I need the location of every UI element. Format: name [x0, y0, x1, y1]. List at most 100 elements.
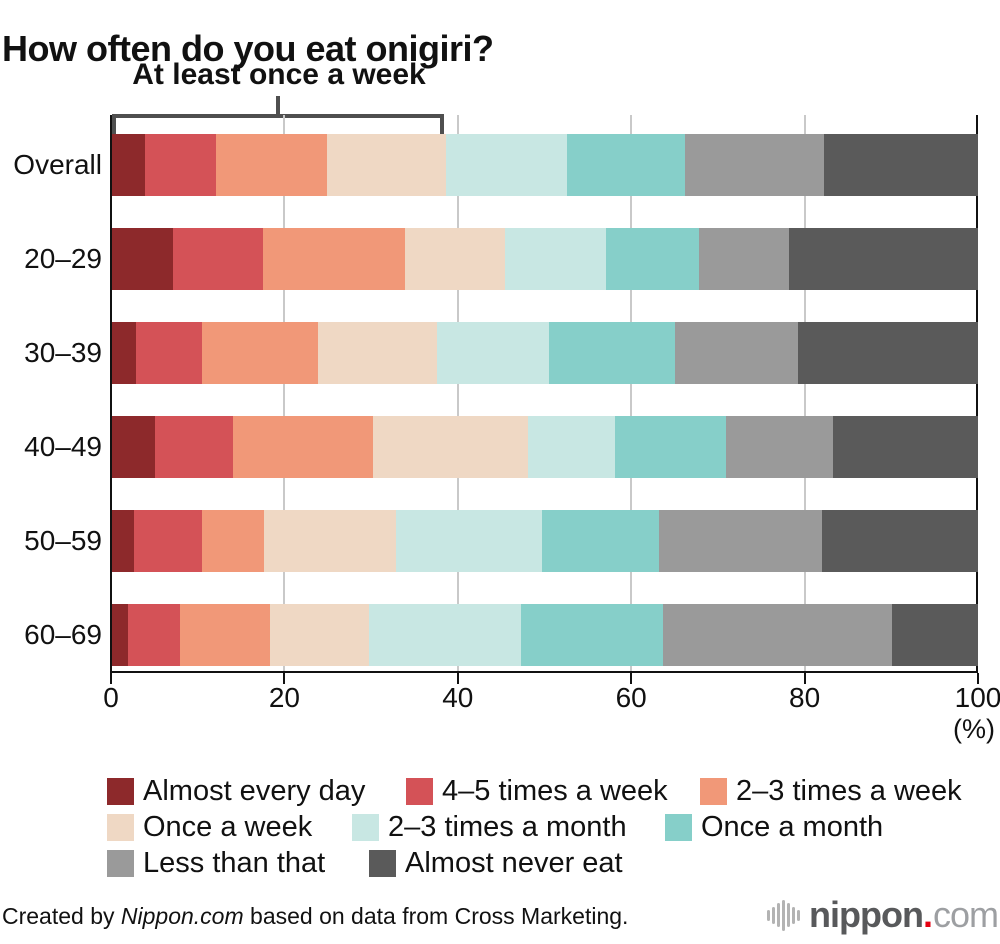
bar-segment — [369, 604, 521, 666]
bar-segment — [674, 322, 798, 384]
bar-segment — [822, 510, 978, 572]
bar-segment — [180, 604, 270, 666]
logo-wordmark: nippon.com — [809, 894, 999, 935]
x-tick-label-0: 0 — [103, 682, 119, 713]
legend-swatch — [665, 814, 692, 841]
category-label-Overall: Overall — [13, 149, 102, 180]
bar-row-20–29 — [112, 228, 978, 290]
category-label-60–69: 60–69 — [24, 619, 102, 650]
legend-item: Once a week — [107, 811, 312, 844]
gridline-80 — [803, 115, 806, 671]
bar-row-60–69 — [112, 604, 978, 666]
legend-item: 2–3 times a week — [700, 775, 962, 808]
bar-segment — [269, 604, 370, 666]
legend-item: Almost never eat — [369, 847, 623, 880]
bracket-right-end — [440, 114, 444, 135]
legend-item: Less than that — [107, 847, 325, 880]
y-axis-line — [110, 115, 112, 673]
bar-segment — [263, 510, 397, 572]
bar-segment — [549, 322, 675, 384]
bar-segment — [542, 510, 660, 572]
bar-segment — [833, 416, 978, 478]
legend-item: 4–5 times a week — [406, 775, 668, 808]
page-title: How often do you eat onigiri? — [2, 28, 494, 70]
bar-segment — [155, 416, 234, 478]
credit-suffix: based on data from Cross Marketing. — [243, 903, 629, 929]
gridline-20 — [283, 115, 286, 671]
legend-swatch — [369, 850, 396, 877]
bar-segment — [520, 604, 663, 666]
legend-swatch — [352, 814, 379, 841]
bar-segment — [685, 134, 824, 196]
bar-segment — [605, 228, 700, 290]
bar-segment — [326, 134, 447, 196]
category-label-40–49: 40–49 — [24, 431, 102, 462]
bar-segment — [112, 322, 137, 384]
legend-swatch — [107, 814, 134, 841]
x-tick-100 — [977, 673, 979, 684]
legend-item: Almost every day — [107, 775, 365, 808]
bar-segment — [372, 416, 528, 478]
bar-segment — [823, 134, 978, 196]
credit-source: Nippon.com — [120, 903, 244, 929]
x-axis-line — [110, 671, 978, 673]
bar-segment — [215, 134, 327, 196]
legend-swatch — [107, 778, 134, 805]
x-tick-label-40: 40 — [442, 682, 474, 713]
x-tick-label-20: 20 — [268, 682, 300, 713]
x-tick-40 — [456, 673, 459, 684]
bar-segment — [133, 510, 203, 572]
bar-segment — [505, 228, 606, 290]
x-tick-label-100: 100 — [954, 682, 1000, 713]
bar-segment — [446, 134, 568, 196]
legend-swatch — [700, 778, 727, 805]
bar-segment — [112, 134, 145, 196]
bar-segment — [144, 134, 216, 196]
legend-swatch — [406, 778, 433, 805]
category-label-20–29: 20–29 — [24, 243, 102, 274]
bar-row-Overall — [112, 134, 978, 196]
bar-segment — [112, 510, 134, 572]
category-label-30–39: 30–39 — [24, 337, 102, 368]
x-tick-label-80: 80 — [789, 682, 821, 713]
bar-segment — [262, 228, 405, 290]
bar-row-50–59 — [112, 510, 978, 572]
bar-segment — [233, 416, 373, 478]
legend-item: Once a month — [665, 811, 883, 844]
legend-label: Once a month — [701, 811, 884, 843]
gridline-60 — [630, 115, 633, 671]
bar-segment — [318, 322, 437, 384]
bar-segment — [789, 228, 978, 290]
legend-label: Almost never eat — [405, 847, 623, 879]
x-tick-label-60: 60 — [615, 682, 647, 713]
bar-segment — [202, 510, 264, 572]
legend-label: Almost every day — [143, 775, 366, 807]
x-axis-unit-label: (%) — [953, 714, 995, 744]
bracket-line — [112, 114, 444, 118]
bar-segment — [725, 416, 834, 478]
bar-segment — [892, 604, 978, 666]
bar-segment — [615, 416, 726, 478]
bar-segment — [527, 416, 616, 478]
bar-segment — [699, 228, 790, 290]
x-tick-80 — [803, 673, 806, 684]
legend-swatch — [107, 850, 134, 877]
credit-text: Created by Nippon.com based on data from… — [2, 903, 628, 930]
bar-segment — [659, 510, 823, 572]
bar-segment — [202, 322, 319, 384]
bar-segment — [396, 510, 543, 572]
legend-item: 2–3 times a month — [352, 811, 627, 844]
bar-segment — [112, 604, 129, 666]
x-tick-0 — [110, 673, 112, 684]
bracket-stem — [276, 96, 280, 115]
legend-label: 2–3 times a week — [736, 775, 962, 807]
bar-segment — [136, 322, 203, 384]
legend-label: Once a week — [143, 811, 313, 843]
bar-segment — [112, 228, 174, 290]
legend-label: 4–5 times a week — [442, 775, 668, 807]
bar-segment — [404, 228, 506, 290]
bar-segment — [128, 604, 181, 666]
bar-segment — [436, 322, 550, 384]
soundwave-icon — [767, 899, 801, 931]
bar-segment — [567, 134, 686, 196]
